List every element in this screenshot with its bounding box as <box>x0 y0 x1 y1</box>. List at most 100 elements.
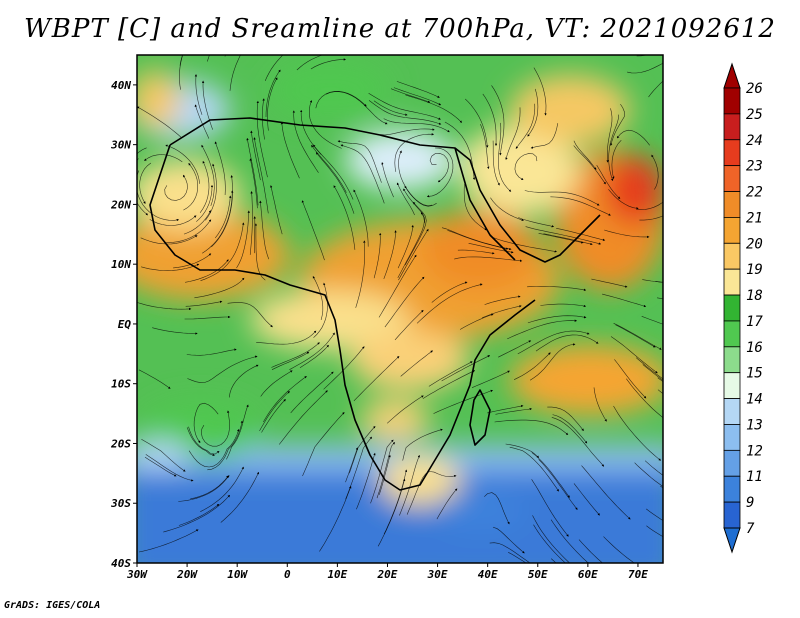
colorbar-swatch <box>723 139 741 167</box>
lat-tick-label: 10N <box>111 258 131 271</box>
streamline <box>613 405 662 461</box>
streamline <box>532 515 571 563</box>
streamline <box>396 182 415 216</box>
streamline <box>211 175 233 248</box>
streamline <box>527 286 587 292</box>
streamline <box>173 253 212 269</box>
streamline <box>489 542 531 563</box>
streamline <box>165 144 200 184</box>
streamline <box>214 141 226 196</box>
colorbar-swatch <box>723 346 741 374</box>
streamline <box>639 215 663 221</box>
streamline <box>140 235 198 245</box>
streamline <box>138 529 199 553</box>
streamline <box>152 327 198 335</box>
streamline <box>249 191 253 255</box>
streamline <box>256 100 268 178</box>
streamline <box>199 160 210 213</box>
streamline <box>491 85 505 156</box>
streamline <box>610 336 658 374</box>
streamline <box>164 219 212 243</box>
streamline <box>383 230 397 280</box>
streamline <box>292 110 319 173</box>
colorbar-label: 14 <box>746 392 763 408</box>
streamline <box>337 140 382 183</box>
streamline <box>163 494 231 533</box>
streamline <box>492 526 525 554</box>
streamline <box>368 93 441 120</box>
streamline <box>400 350 433 377</box>
streamline <box>144 456 177 477</box>
streamline <box>383 469 408 535</box>
streamline <box>644 460 663 476</box>
streamline <box>261 399 286 433</box>
streamline <box>137 302 192 311</box>
streamline <box>249 158 258 209</box>
streamline <box>380 128 435 136</box>
streamline <box>200 466 244 512</box>
streamline <box>507 319 578 340</box>
colorbar-label: 15 <box>746 366 763 382</box>
streamline <box>515 103 536 149</box>
streamline <box>529 343 576 381</box>
lat-tick-label: 20N <box>110 198 131 211</box>
colorbar-label: 13 <box>746 417 763 433</box>
streamline <box>531 479 569 537</box>
streamline <box>403 188 425 223</box>
streamline <box>254 223 266 281</box>
streamline <box>137 158 149 216</box>
streamline <box>573 145 606 185</box>
streamline <box>137 147 147 155</box>
streamline <box>551 417 605 467</box>
streamline <box>636 55 649 57</box>
streamline <box>603 536 635 563</box>
streamline <box>386 395 424 424</box>
streamline <box>201 410 230 447</box>
streamline <box>201 80 213 130</box>
streamline <box>464 98 489 148</box>
streamline <box>312 275 324 320</box>
streamline <box>214 195 232 239</box>
streamline <box>145 454 194 482</box>
lat-tick-label: 30N <box>110 139 131 152</box>
streamline <box>355 240 366 308</box>
colorbar-swatch <box>723 372 741 399</box>
lon-tick-label: 10E <box>327 568 347 581</box>
lon-tick-label: 10W <box>227 568 248 581</box>
streamline <box>538 459 578 510</box>
streamline <box>608 189 639 210</box>
streamline <box>550 519 590 563</box>
streamline <box>188 428 240 468</box>
streamline <box>613 323 662 350</box>
streamline <box>164 174 188 201</box>
streamline <box>429 152 449 183</box>
streamline <box>139 162 152 204</box>
streamline <box>604 229 650 239</box>
streamline <box>454 256 523 262</box>
streamline <box>187 355 258 383</box>
colorbar-label: 9 <box>746 495 754 511</box>
streamline <box>481 305 522 319</box>
colorbar-label: 17 <box>746 314 763 330</box>
streamline <box>646 525 663 537</box>
map-title: WBPT [C] and Sreamline at 700hPa, VT: 20… <box>24 14 776 44</box>
colorbar-label: 11 <box>746 469 763 485</box>
streamline <box>373 232 382 279</box>
colorbar-label: 7 <box>746 521 755 537</box>
streamline <box>626 378 663 419</box>
streamline <box>398 228 429 281</box>
lon-tick-label: 60E <box>578 568 598 581</box>
lon-tick-label: 70E <box>628 568 648 581</box>
streamline <box>636 201 663 210</box>
colorbar-swatch <box>723 475 741 503</box>
streamline <box>246 137 259 206</box>
streamline <box>646 508 663 521</box>
streamline <box>402 428 443 461</box>
streamline <box>378 454 391 495</box>
lon-tick-label: 30E <box>427 568 448 581</box>
streamline <box>381 162 394 198</box>
streamline <box>538 233 584 244</box>
streamline <box>611 139 622 180</box>
colorbar-swatch <box>723 424 741 451</box>
